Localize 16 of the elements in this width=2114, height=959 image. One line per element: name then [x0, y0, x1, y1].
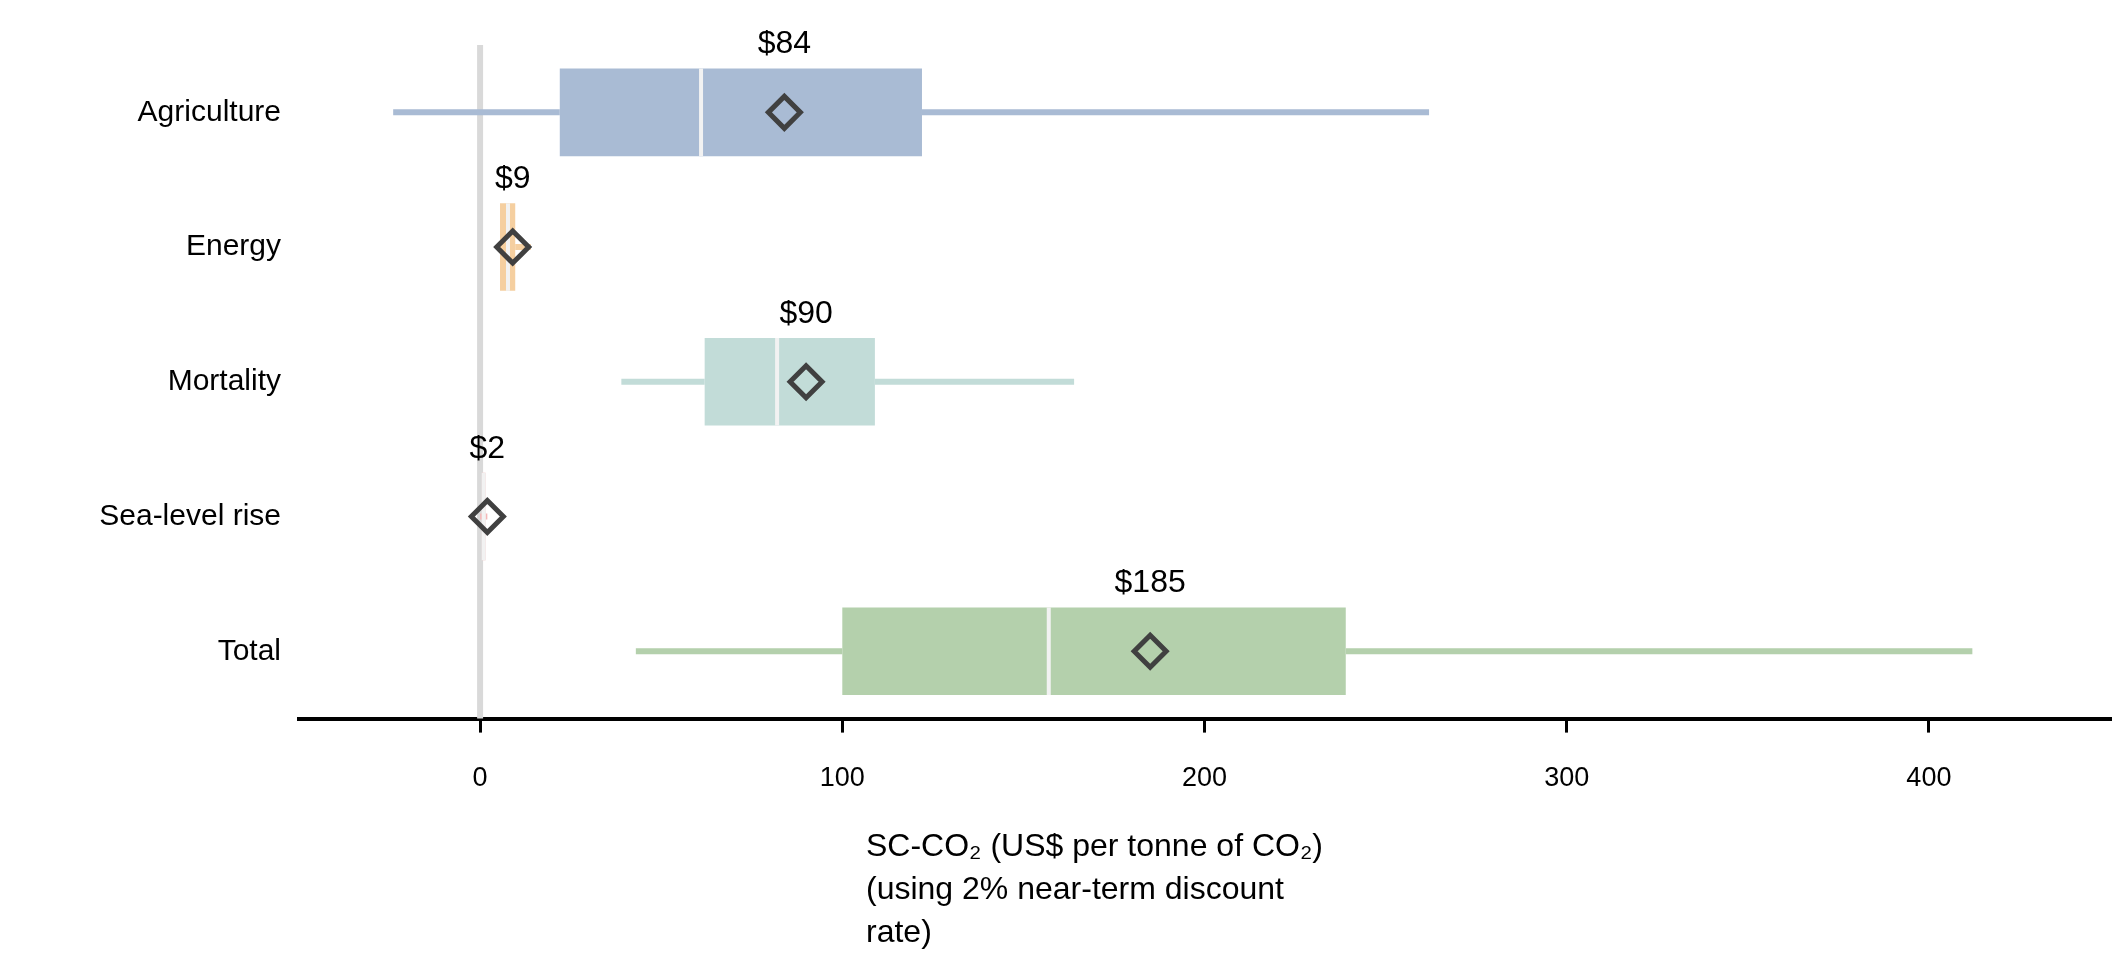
x-tick-label: 300 — [1544, 762, 1590, 793]
text: $90 — [779, 293, 833, 330]
text: $84 — [757, 24, 812, 61]
x-axis-title: SC-CO₂ (US$ per tonne of CO₂) (using 2% near-term discount rate) — [866, 826, 1324, 951]
text: $2 — [469, 428, 506, 465]
y-tick-label: Mortality — [167, 363, 281, 397]
text: $9 — [494, 159, 531, 196]
y-tick-label: Sea-level rise — [99, 497, 281, 531]
text: $185 — [1114, 563, 1186, 600]
x-tick-label: 100 — [819, 762, 865, 793]
x-tick-label: 0 — [472, 762, 488, 793]
x-tick-label: 200 — [1181, 762, 1228, 793]
y-tick-label: Agriculture — [137, 93, 281, 127]
x-tick-label: 400 — [1906, 762, 1952, 793]
y-tick-label: Energy — [185, 228, 281, 262]
y-tick-label: Total — [217, 632, 281, 666]
